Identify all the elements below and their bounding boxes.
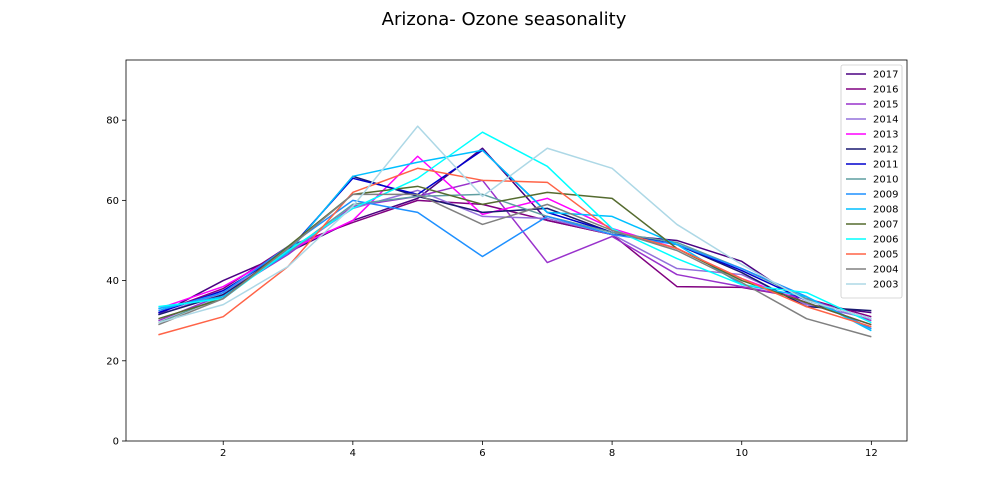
legend-label-2011: 2011 [873, 160, 898, 171]
legend-label-2016: 2016 [873, 85, 898, 96]
x-tick-label: 6 [479, 448, 485, 459]
legend-label-2005: 2005 [873, 250, 898, 261]
legend-label-2007: 2007 [873, 220, 898, 231]
y-tick-label: 40 [106, 276, 119, 287]
series-line-2003 [158, 125, 872, 324]
x-tick-label: 12 [865, 448, 878, 459]
legend-label-2003: 2003 [873, 280, 898, 291]
chart-title: Arizona- Ozone seasonality [382, 9, 627, 30]
legend-label-2017: 2017 [873, 70, 898, 81]
plot-area: 2 4 6 8 10 12 0 20 40 60 80 2017 2016 2015 2014 2013 201… [106, 59, 908, 459]
y-tick-label: 0 [113, 437, 119, 448]
series-line-2007 [158, 185, 872, 326]
x-tick-label: 2 [220, 448, 226, 459]
legend-label-2004: 2004 [873, 265, 898, 276]
x-tick-label: 8 [609, 448, 615, 459]
legend-label-2010: 2010 [873, 175, 898, 186]
series-line-2006 [158, 131, 872, 324]
legend-label-2013: 2013 [873, 130, 898, 141]
series-line-2004 [158, 193, 872, 338]
axes-frame [125, 59, 908, 442]
legend-label-2014: 2014 [873, 115, 898, 126]
x-tick-label: 10 [735, 448, 748, 459]
legend-label-2012: 2012 [873, 145, 898, 156]
legend-label-2009: 2009 [873, 190, 898, 201]
legend-label-2015: 2015 [873, 100, 898, 111]
x-tick-label: 4 [350, 448, 356, 459]
legend-label-2006: 2006 [873, 235, 898, 246]
series-line-2005 [158, 167, 872, 336]
series-line-2009 [158, 199, 872, 330]
y-tick-label: 60 [106, 196, 119, 207]
legend-label-2008: 2008 [873, 205, 898, 216]
y-tick-label: 20 [106, 356, 119, 367]
y-tick-label: 80 [106, 116, 119, 127]
